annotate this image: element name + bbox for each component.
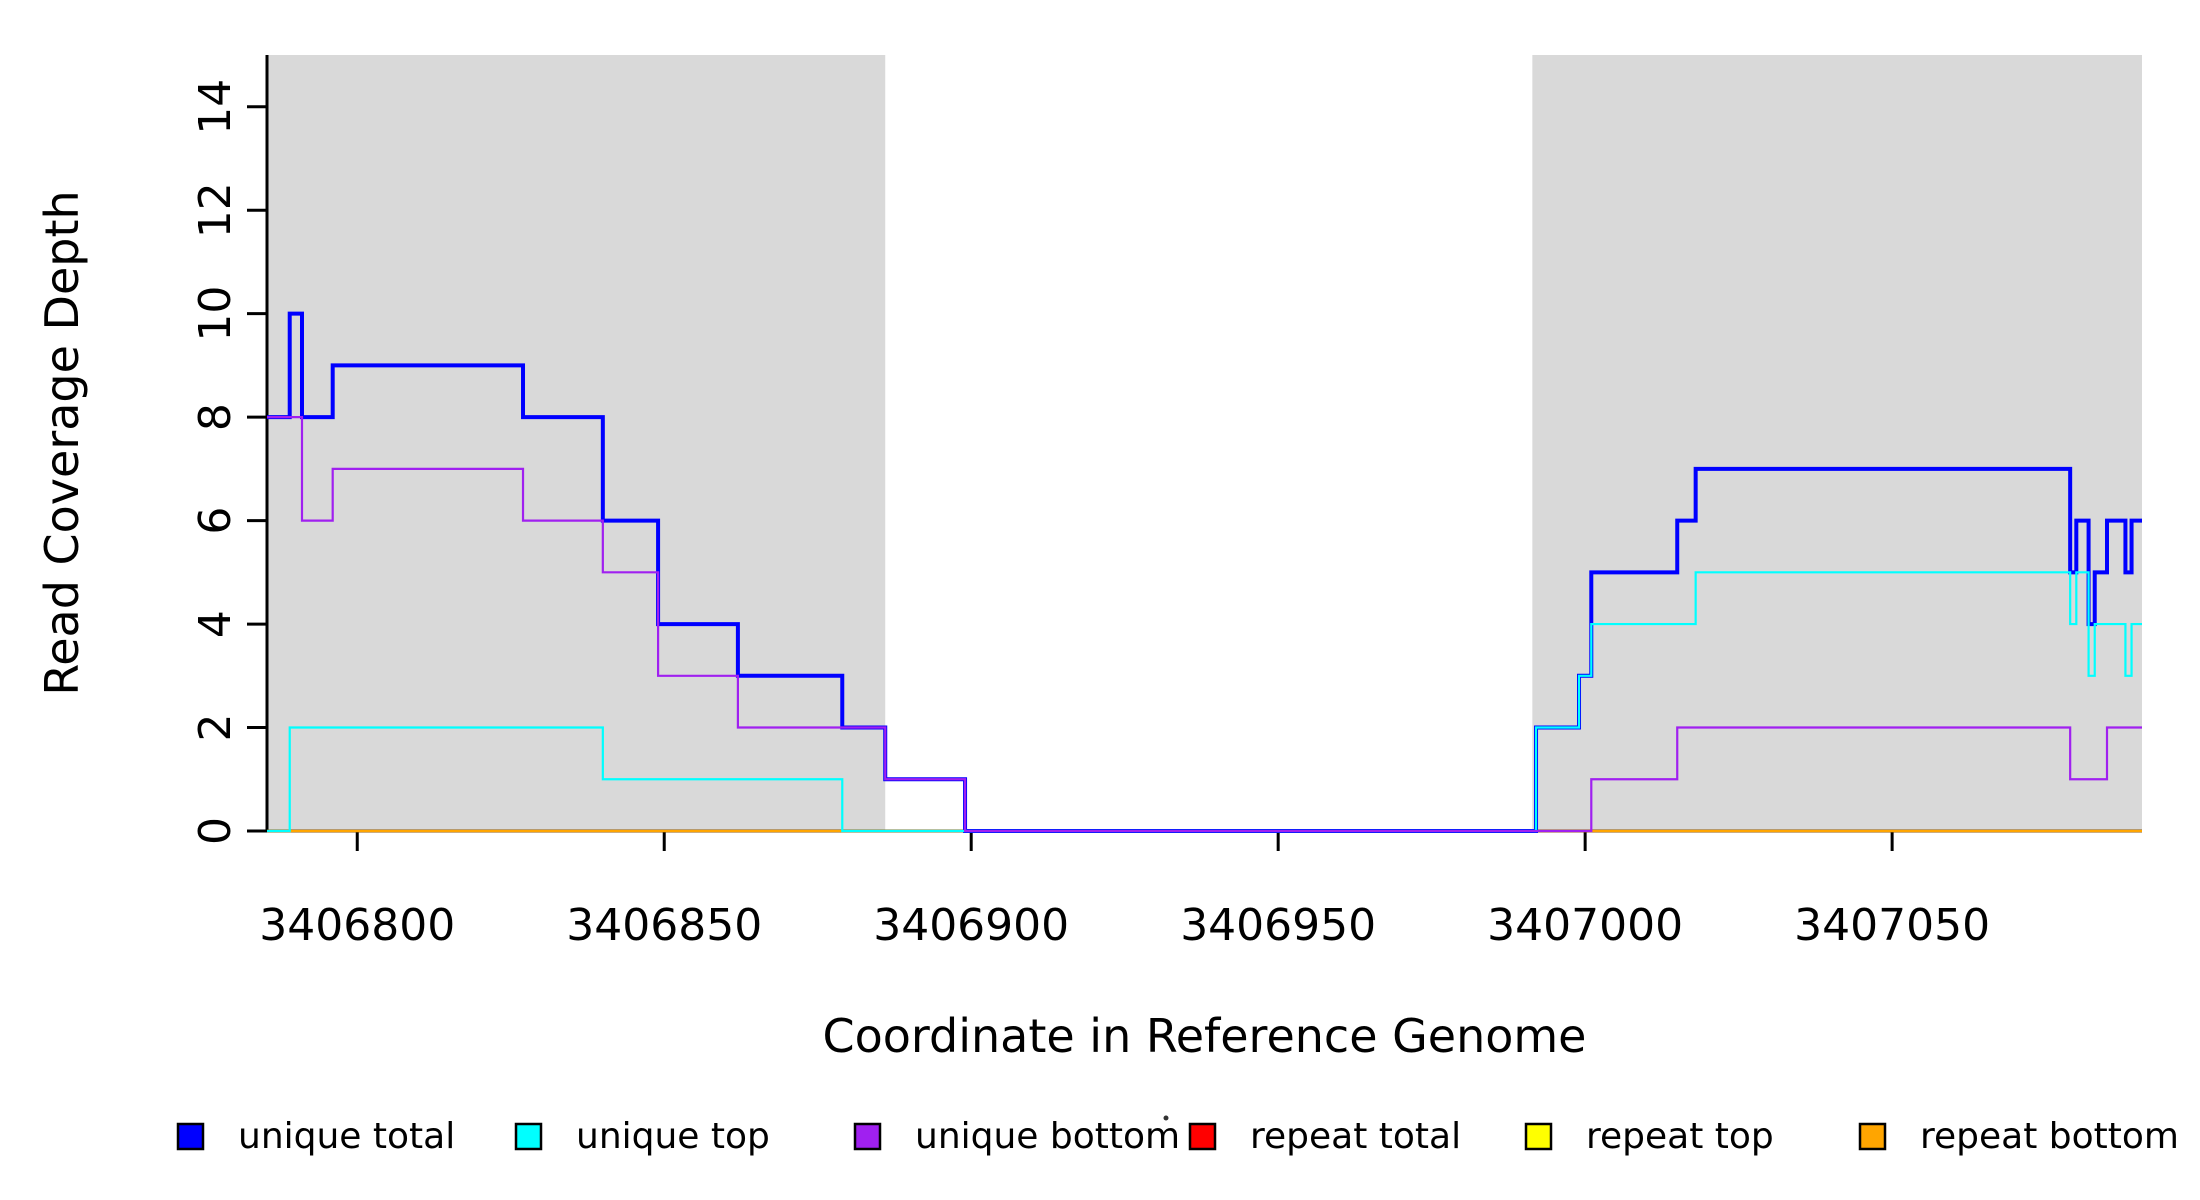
x-tick-label: 3407050 (1794, 900, 1990, 951)
y-tick-label: 4 (190, 610, 241, 638)
stray-dot (1163, 1115, 1169, 1121)
x-tick-label: 3406950 (1180, 900, 1376, 951)
y-axis-title: Read Coverage Depth (35, 190, 89, 695)
legend-swatch-repeat-top (1524, 1122, 1553, 1151)
y-tick-label: 8 (190, 403, 241, 431)
legend-swatch-unique-top (514, 1122, 543, 1151)
legend-swatch-unique-bottom (853, 1122, 882, 1151)
y-tick-label: 0 (190, 817, 241, 845)
legend-label-repeat-bottom: repeat bottom (1920, 1116, 2179, 1157)
y-tick-label: 14 (190, 79, 241, 135)
legend-label-repeat-total: repeat total (1250, 1116, 1461, 1157)
shaded-region-2 (1532, 55, 2142, 831)
x-tick-label: 3406900 (873, 900, 1069, 951)
x-tick-label: 3407000 (1487, 900, 1683, 951)
legend-label-unique-top: unique top (576, 1116, 770, 1157)
y-tick-label: 10 (190, 286, 241, 342)
legend-label-repeat-top: repeat top (1586, 1116, 1774, 1157)
legend-label-unique-total: unique total (238, 1116, 455, 1157)
series-line-unique-bottom (267, 416, 2142, 833)
legend-swatch-repeat-total (1188, 1122, 1217, 1151)
x-tick-label: 3406850 (566, 900, 762, 951)
legend-label-unique-bottom: unique bottom (915, 1116, 1180, 1157)
legend-swatch-unique-total (176, 1122, 205, 1151)
x-axis-title: Coordinate in Reference Genome (823, 1009, 1587, 1063)
y-tick-label: 6 (190, 507, 241, 535)
y-tick-label: 12 (190, 182, 241, 238)
shaded-region-1 (267, 55, 886, 831)
series-line-unique-top (267, 571, 2142, 833)
legend-swatch-repeat-bottom (1858, 1122, 1887, 1151)
x-tick-label: 3406800 (259, 900, 455, 951)
y-tick-label: 2 (190, 714, 241, 742)
